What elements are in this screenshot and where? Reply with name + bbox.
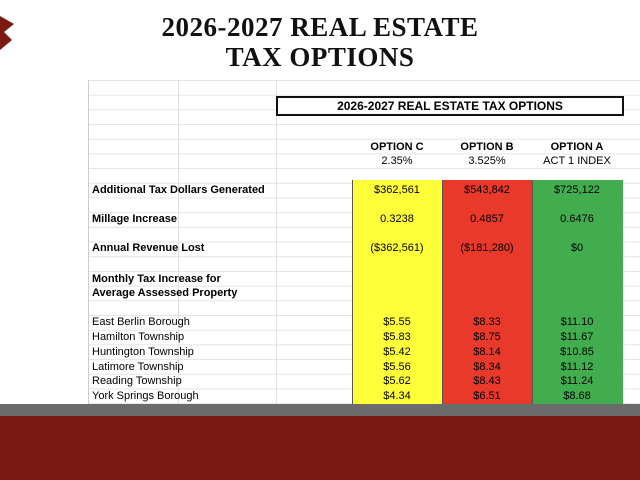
row-label: Reading Township [92, 375, 182, 387]
cell-value: 0.4857 [470, 213, 504, 225]
column-subheader: ACT 1 INDEX [543, 155, 611, 167]
row-label: Latimore Township [92, 361, 184, 373]
row-label: Millage Increase [92, 213, 177, 225]
cell-value: $543,842 [464, 184, 510, 196]
slide-title: TAX OPTIONS [225, 42, 415, 72]
cell-value: 0.3238 [380, 213, 414, 225]
column-header: OPTION A [550, 141, 604, 153]
column-subheader: 2.35% [381, 155, 413, 167]
cell-value: $5.42 [383, 346, 411, 358]
cell-value: $8.43 [473, 375, 501, 387]
cell-value: $4.34 [383, 390, 411, 402]
row-label: East Berlin Borough [92, 316, 190, 328]
row-label: Average Assessed Property [92, 287, 238, 299]
row-label: Huntington Township [92, 346, 194, 358]
cell-value: ($181,280) [460, 242, 514, 254]
row-label: York Springs Borough [92, 390, 199, 402]
cell-value: $11.67 [560, 331, 594, 343]
cell-value: $0 [570, 242, 584, 254]
table-title: 2026-2027 REAL ESTATE TAX OPTIONS [276, 96, 624, 116]
cell-value: $5.55 [383, 316, 411, 328]
cell-value: $5.62 [383, 375, 411, 387]
row-label: Monthly Tax Increase for [92, 273, 221, 285]
cell-value: $10.85 [560, 346, 594, 358]
cell-value: $11.10 [560, 316, 594, 328]
option-column [352, 180, 443, 405]
cell-value: $11.12 [560, 361, 594, 373]
column-header: OPTION C [370, 141, 424, 153]
cell-value: $11.24 [560, 375, 594, 387]
cell-value: $8.34 [473, 361, 501, 373]
row-label: Additional Tax Dollars Generated [92, 184, 265, 196]
cell-value: $362,561 [374, 184, 420, 196]
row-label: Hamilton Township [92, 331, 185, 343]
cell-value: $8.68 [563, 390, 591, 402]
option-column [442, 180, 533, 405]
option-column [532, 180, 623, 405]
grid-line [178, 80, 179, 405]
slide-title: 2026-2027 REAL ESTATE [161, 12, 479, 42]
cell-value: $8.33 [473, 316, 501, 328]
divider [0, 404, 640, 416]
column-header: OPTION B [460, 141, 514, 153]
cell-value: $5.56 [383, 361, 411, 373]
cell-value: $8.14 [473, 346, 501, 358]
logo [0, 16, 14, 50]
cell-value: ($362,561) [370, 242, 424, 254]
row-label: Annual Revenue Lost [92, 242, 205, 254]
cell-value: $725,122 [554, 184, 600, 196]
cell-value: $8.75 [473, 331, 501, 343]
grid-line [276, 80, 277, 405]
cell-value: $6.51 [473, 390, 501, 402]
cell-value: 0.6476 [560, 213, 594, 225]
footer-band [0, 416, 640, 480]
cell-value: $5.83 [383, 331, 411, 343]
column-subheader: 3.525% [468, 155, 506, 167]
